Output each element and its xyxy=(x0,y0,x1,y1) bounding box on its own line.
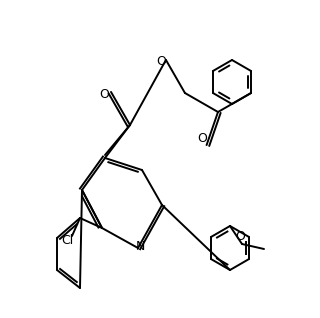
Text: O: O xyxy=(235,230,245,243)
Text: O: O xyxy=(156,55,166,68)
Text: O: O xyxy=(99,88,109,101)
Text: Cl: Cl xyxy=(61,233,73,246)
Text: O: O xyxy=(198,132,208,145)
Text: N: N xyxy=(135,239,145,252)
